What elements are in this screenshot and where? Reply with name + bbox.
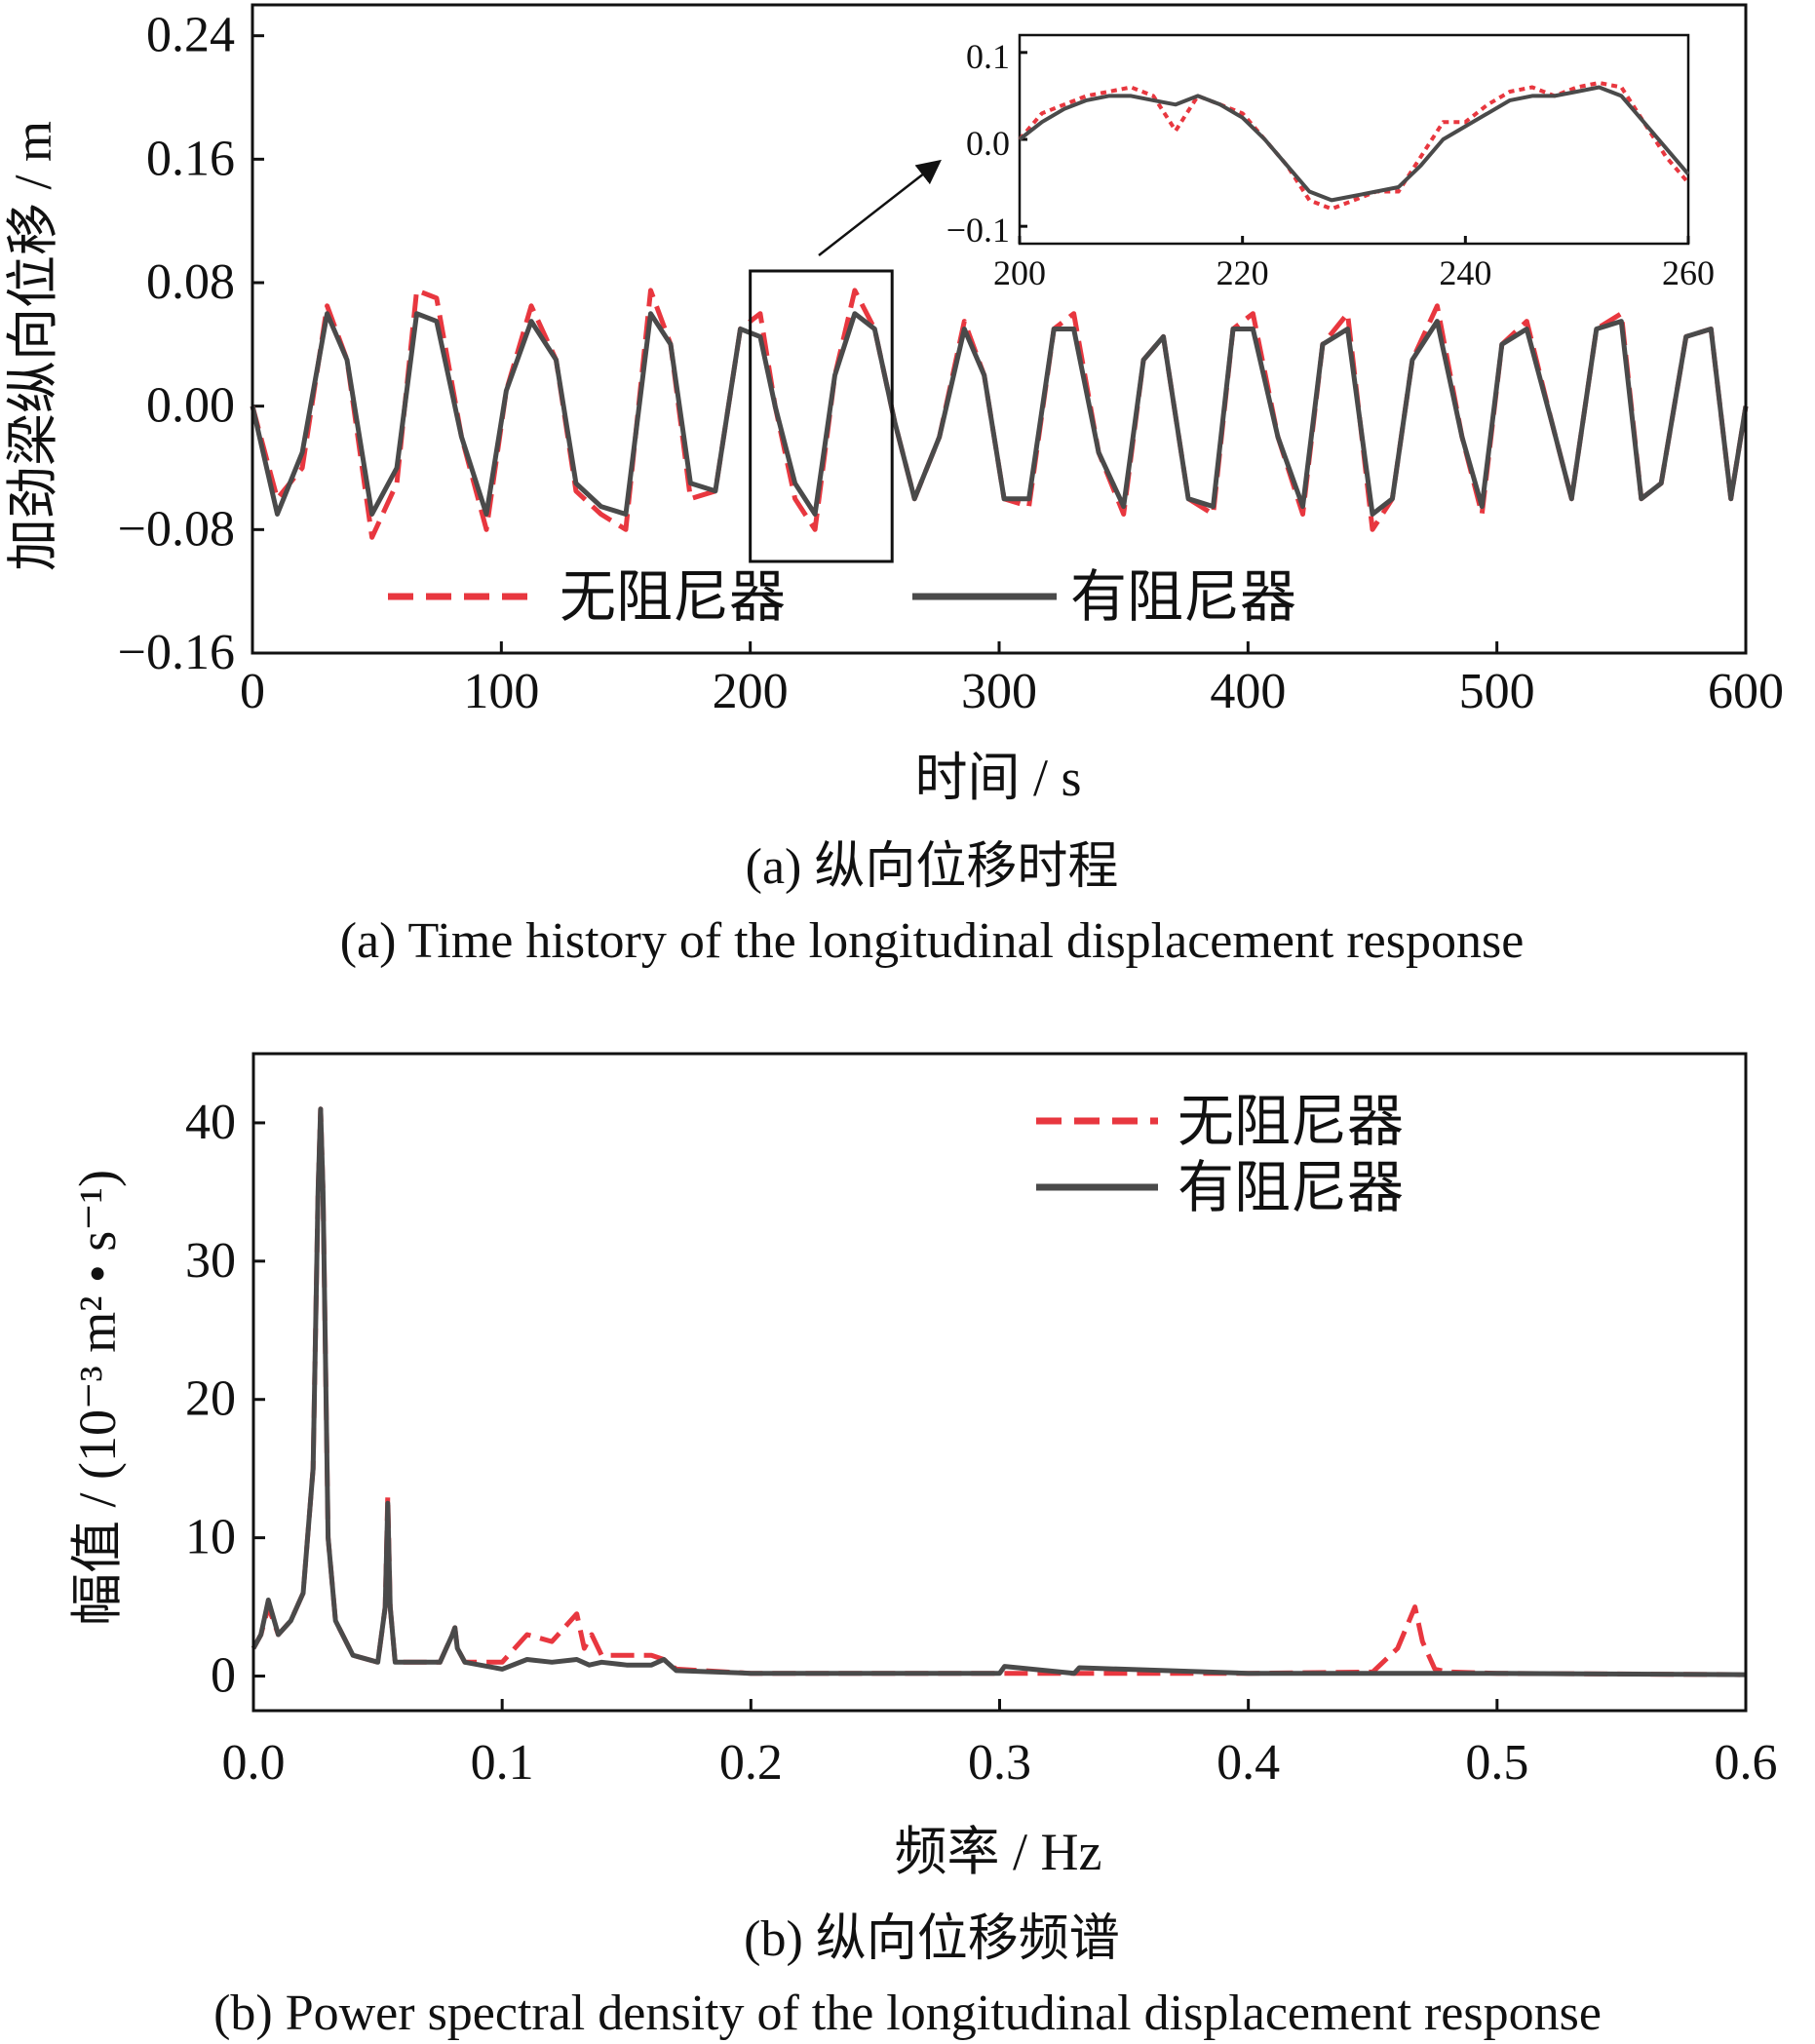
chart-a-xtick-label: 500 <box>1459 664 1535 719</box>
chart-a-caption-en: (a) Time history of the longitudinal dis… <box>340 913 1525 969</box>
chart-b-with-damper-line <box>251 1106 1747 1678</box>
chart-a-inset-ytick-label: −0.1 <box>946 211 1010 250</box>
chart-b-caption-en: (b) Power spectral density of the longit… <box>213 1986 1602 2041</box>
chart-a-inset-xtick-label: 240 <box>1439 253 1491 292</box>
chart-a-inset-ticks: 200 220 240 260 0.1 0.0 −0.1 <box>946 37 1715 292</box>
chart-b-ylabel: 幅值 / (10⁻³ m² • s⁻¹) <box>68 1170 127 1626</box>
chart-b-ytick-label: 40 <box>185 1095 236 1150</box>
chart-b-xtick-label: 0.3 <box>968 1735 1031 1791</box>
chart-a-xtick-label: 600 <box>1708 664 1784 719</box>
chart-a-inset-frame <box>1018 33 1690 246</box>
chart-b-xlabel: 频率 / Hz <box>895 1823 1102 1881</box>
chart-a-ylabel: 加劲梁纵向位移 / m <box>4 121 62 571</box>
chart-a: 0 100 200 300 400 500 600 0.24 0.16 0.08 0.00 −0.08… <box>4 3 1784 969</box>
chart-b-caption-zh: (b) 纵向位移频谱 <box>744 1911 1120 1967</box>
chart-a-ytick-label: −0.08 <box>118 501 235 557</box>
chart-a-inset: 200 220 240 260 0.1 0.0 −0.1 <box>946 33 1715 292</box>
chart-a-inset-ytick-label: 0.0 <box>966 124 1010 163</box>
chart-b-legend-label-no-damper: 无阻尼器 <box>1178 1090 1404 1153</box>
chart-a-inset-xtick-label: 260 <box>1662 253 1715 292</box>
chart-b-ytick-label: 20 <box>185 1371 236 1427</box>
chart-a-inset-xtick-label: 200 <box>993 253 1046 292</box>
chart-a-ytick-label: 0.16 <box>146 131 235 186</box>
chart-b-no-damper-line <box>251 1106 1747 1678</box>
chart-a-xtick-label: 200 <box>713 664 789 719</box>
chart-b-xtick-label: 0.4 <box>1216 1735 1280 1791</box>
chart-a-ytick-label: 0.24 <box>146 8 235 63</box>
chart-b-series-no-damper <box>251 1106 1747 1678</box>
chart-b-xtick-label: 0.1 <box>471 1735 534 1791</box>
chart-a-with-damper-line <box>250 311 1749 517</box>
chart-a-xtick-label: 0 <box>240 664 265 719</box>
chart-a-xtick-label: 100 <box>463 664 539 719</box>
chart-b-xtick-label: 0.5 <box>1465 1735 1528 1791</box>
chart-a-inset-series-with-damper <box>1018 85 1690 203</box>
chart-a-inset-arrow <box>818 159 942 256</box>
chart-a-inset-ytick-label: 0.1 <box>966 37 1010 76</box>
chart-b-legend-label-with-damper: 有阻尼器 <box>1178 1156 1404 1219</box>
chart-b-frame <box>251 1052 1748 1713</box>
chart-a-inset-xtick-label: 220 <box>1216 253 1269 292</box>
chart-a-caption-zh: (a) 纵向位移时程 <box>746 839 1119 895</box>
chart-a-frame <box>251 3 1748 655</box>
chart-a-legend: 无阻尼器 有阻尼器 <box>388 565 1296 629</box>
chart-b-legend: 无阻尼器 有阻尼器 <box>1036 1090 1404 1219</box>
chart-a-ytick-label: 0.08 <box>146 254 235 310</box>
chart-b-xtick-label: 0.0 <box>222 1735 286 1791</box>
chart-b-grid-ticks: 0.0 0.1 0.2 0.3 0.4 0.5 0.6 40 30 20 10 0 <box>185 1095 1778 1791</box>
chart-a-xlabel: 时间 / s <box>914 749 1081 807</box>
chart-a-grid-ticks: 0 100 200 300 400 500 600 0.24 0.16 0.08 0.00 −0.08… <box>118 8 1784 719</box>
chart-a-series-no-damper <box>250 288 1749 540</box>
chart-a-legend-label-with-damper: 有阻尼器 <box>1070 565 1296 629</box>
chart-a-xtick-label: 300 <box>961 664 1037 719</box>
chart-b-ytick-label: 0 <box>211 1648 236 1704</box>
chart-b: 0.0 0.1 0.2 0.3 0.4 0.5 0.6 40 30 20 10 0 无阻尼器 有阻尼器… <box>68 1052 1778 2041</box>
chart-b-ytick-label: 10 <box>185 1510 236 1565</box>
chart-b-xtick-label: 0.6 <box>1715 1735 1778 1791</box>
chart-a-no-damper-line <box>250 288 1749 540</box>
chart-b-xtick-label: 0.2 <box>719 1735 783 1791</box>
chart-a-series-with-damper <box>250 311 1749 517</box>
chart-a-highlight-box <box>749 269 894 563</box>
chart-a-ytick-label: −0.16 <box>118 625 235 680</box>
chart-a-xtick-label: 400 <box>1210 664 1286 719</box>
chart-a-legend-label-no-damper: 无阻尼器 <box>560 565 786 629</box>
chart-a-ytick-label: 0.00 <box>146 378 235 434</box>
chart-b-series-with-damper <box>251 1106 1747 1678</box>
chart-b-ytick-label: 30 <box>185 1233 236 1289</box>
